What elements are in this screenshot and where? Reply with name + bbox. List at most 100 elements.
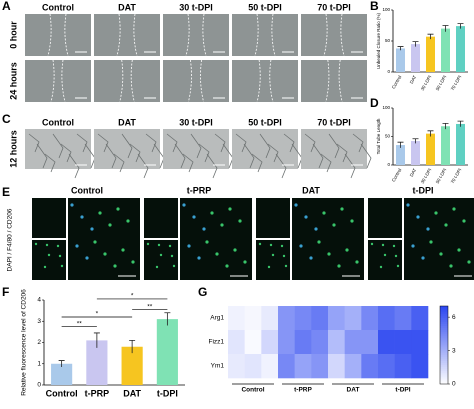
wound-edge	[188, 59, 192, 103]
colorbar-tick-label: 6	[452, 314, 456, 321]
colorbar-step	[440, 354, 448, 358]
y-tick-label: 0	[37, 382, 41, 389]
bar	[456, 123, 465, 165]
tube	[320, 153, 332, 173]
x-tick-label: Control	[391, 75, 403, 90]
heatmap-cell	[261, 306, 279, 331]
heatmap-cell	[344, 354, 362, 379]
y-tick-label: 1	[37, 360, 41, 367]
cell	[75, 244, 79, 248]
cell	[411, 244, 415, 248]
column-header: t-DPI	[413, 185, 434, 195]
cell	[449, 264, 453, 268]
colorbar-step	[440, 378, 448, 381]
wound-edge	[325, 59, 330, 103]
bar	[411, 44, 420, 72]
colorbar-step	[440, 339, 448, 342]
error-bar	[442, 25, 449, 32]
micrograph	[163, 14, 229, 56]
stain-label: DAPI / F4/80 / CD206	[7, 208, 14, 271]
colorbar-step	[440, 382, 448, 385]
cell	[70, 203, 74, 207]
significance-label: **	[77, 320, 83, 327]
colorbar-step	[440, 343, 448, 346]
significance-label: *	[131, 293, 134, 300]
wound-edge	[50, 59, 55, 103]
colorbar-step	[440, 327, 448, 330]
bar	[396, 48, 405, 72]
tube	[360, 143, 372, 169]
cell	[56, 244, 60, 248]
colorbar-step	[440, 325, 448, 328]
cell	[159, 253, 163, 257]
tube	[44, 153, 56, 173]
colorbar-step	[440, 346, 448, 350]
x-tick-label: Control	[46, 388, 78, 398]
colorbar-tick-label: 3	[452, 347, 456, 354]
micrograph	[144, 240, 178, 280]
tube	[251, 153, 263, 173]
row-label: 12 hours	[8, 130, 18, 168]
cell	[121, 248, 125, 252]
colorbar-step	[440, 321, 448, 324]
cell	[434, 211, 438, 215]
y-tick-label: 2	[37, 339, 41, 346]
wound-edge	[61, 59, 66, 103]
error-bar	[442, 122, 449, 130]
column-header: 30 t-DPI	[179, 2, 213, 12]
panel-label: G	[198, 285, 207, 299]
heatmap-cell	[311, 330, 329, 355]
error-bar	[427, 33, 434, 40]
error-bar	[397, 141, 404, 148]
tube	[97, 133, 109, 153]
micrograph	[94, 129, 160, 169]
heatmap-cell	[328, 306, 345, 331]
y-axis-title: Unhealed Closure Ratio (%)	[376, 12, 381, 69]
micrograph	[368, 198, 402, 238]
wound-edge	[202, 13, 207, 57]
cell	[43, 265, 47, 269]
colorbar-step	[440, 333, 448, 336]
x-tick-label: Control	[391, 168, 403, 183]
cell	[267, 265, 271, 269]
group-label: t-DPI	[395, 387, 410, 394]
cell	[280, 244, 284, 248]
significance-label: *	[96, 311, 99, 318]
cell	[317, 240, 321, 244]
colorbar-step	[440, 307, 448, 311]
colorbar-step	[440, 345, 448, 348]
wound-edge	[340, 13, 345, 57]
bar	[156, 319, 178, 385]
cell	[103, 252, 107, 256]
micrograph	[163, 60, 229, 102]
error-bar	[129, 339, 136, 354]
panel-label: A	[2, 0, 11, 13]
wound-edge	[119, 59, 124, 103]
cell	[197, 256, 201, 260]
colorbar-step	[440, 374, 448, 377]
panel-label: F	[2, 285, 9, 299]
x-tick-label: 50 t-DPI	[435, 168, 448, 185]
cell	[85, 256, 89, 260]
cell	[299, 244, 303, 248]
tube	[336, 143, 348, 163]
column-header: DAT	[118, 2, 136, 12]
cell	[192, 215, 196, 219]
wound-edge	[256, 59, 261, 103]
tube	[113, 153, 125, 173]
cell	[47, 253, 51, 257]
cell	[93, 240, 97, 244]
column-header: 50 t-DPI	[248, 117, 282, 127]
tube	[137, 153, 149, 179]
cell	[116, 207, 120, 211]
micrograph	[232, 129, 298, 169]
cell	[370, 242, 374, 246]
cell	[429, 240, 433, 244]
bar	[51, 363, 73, 385]
micrograph	[232, 14, 298, 56]
tube	[243, 143, 255, 169]
micrograph	[25, 14, 91, 56]
cell	[182, 203, 186, 207]
tube	[198, 143, 210, 163]
group-label: t-PRP	[294, 387, 312, 394]
